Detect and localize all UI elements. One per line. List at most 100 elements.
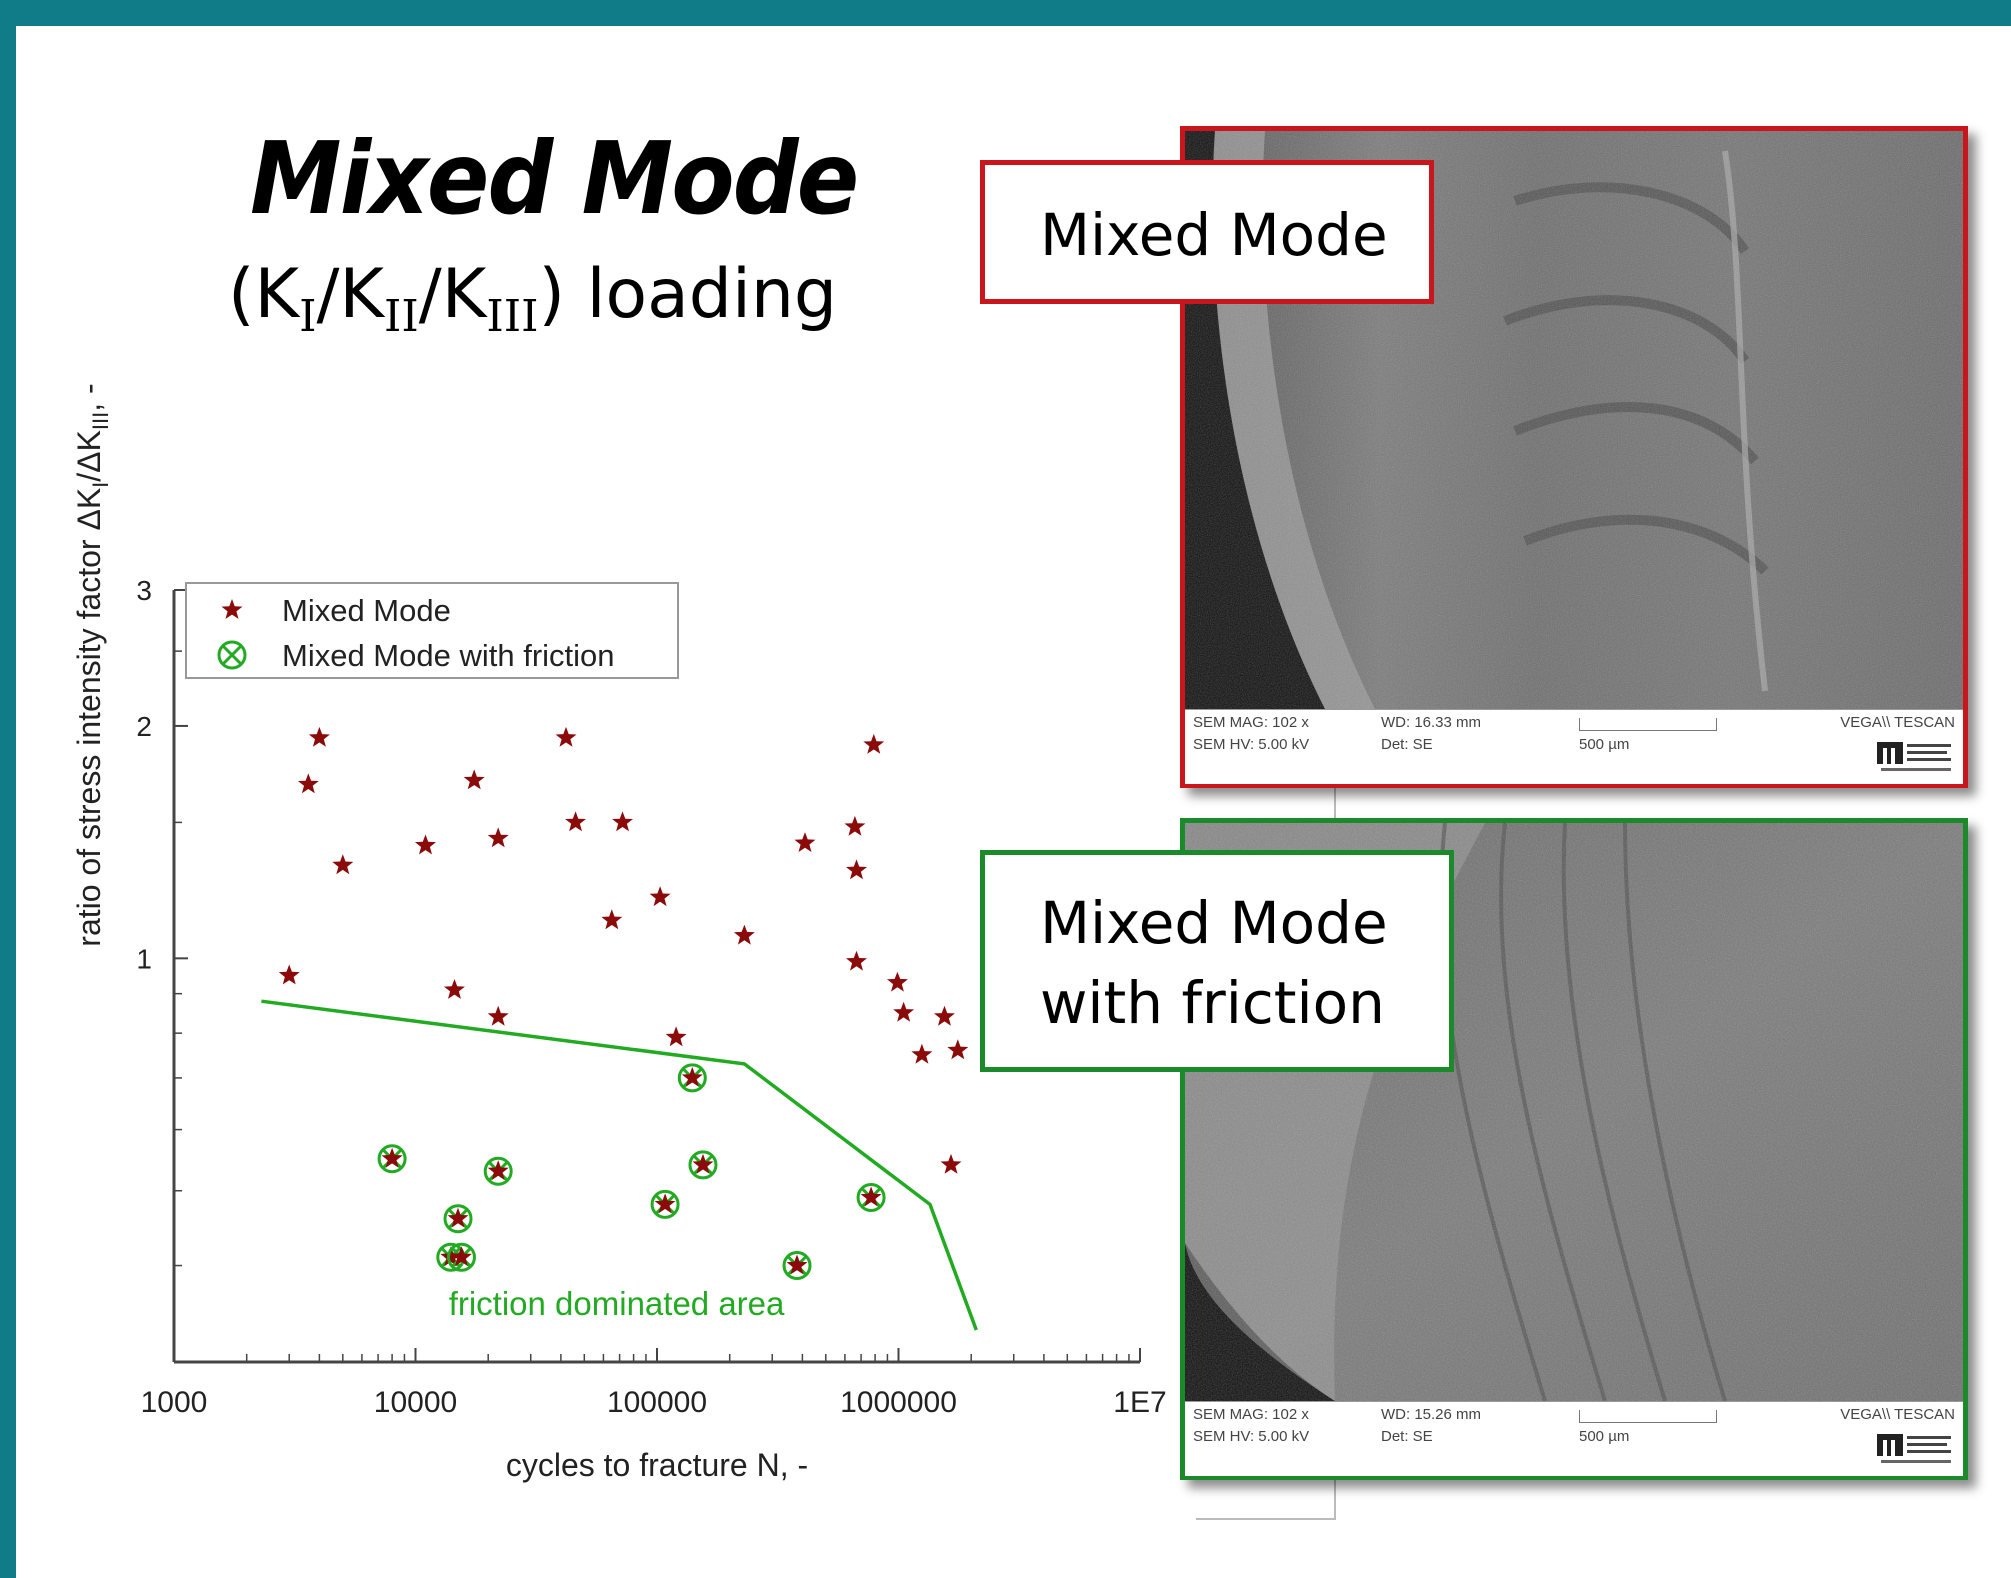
- legend-marker-mixed-mode-friction: [217, 640, 247, 670]
- annotation-friction-area: friction dominated area: [449, 1285, 785, 1322]
- connector-line: [1196, 1518, 1336, 1520]
- mixed-mode-point: [794, 832, 816, 852]
- chart-marks: [278, 726, 969, 1281]
- legend-marker-mixed-mode: [221, 599, 243, 619]
- friction-point-star: [681, 1066, 703, 1087]
- label-mixed-mode-text: Mixed Mode: [1040, 201, 1388, 269]
- mixed-mode-point: [947, 1039, 969, 1060]
- sem-det: Det: SE: [1381, 736, 1433, 753]
- slide-subtitle: (KI/KII/KIII) loading: [228, 255, 837, 342]
- sem-scale-label: 500 µm: [1579, 1428, 1630, 1445]
- x-tick-label: 10000: [374, 1386, 457, 1419]
- mixed-mode-point: [444, 979, 465, 999]
- sem-scale-bar: [1579, 1410, 1717, 1423]
- lab-logo-icon: [1877, 1434, 1951, 1463]
- sem-wd: WD: 15.26 mm: [1381, 1406, 1482, 1423]
- friction-point-star: [447, 1207, 469, 1228]
- connector-line: [1334, 788, 1336, 820]
- mixed-mode-point: [665, 1026, 687, 1047]
- subtitle-sub-i: I: [299, 291, 317, 342]
- friction-point-star: [654, 1193, 676, 1214]
- subtitle-slash-2: /K: [418, 255, 487, 334]
- mixed-mode-point: [555, 726, 577, 747]
- friction-point-star: [487, 1160, 509, 1181]
- mixed-mode-point: [308, 726, 330, 747]
- legend-box: [185, 582, 679, 679]
- legend-star-icon: [221, 599, 243, 619]
- label-mixed-mode-friction: Mixed Mode with friction: [980, 850, 1454, 1072]
- legend-label-mixed-mode: Mixed Mode: [282, 593, 451, 628]
- friction-point-star: [440, 1246, 462, 1267]
- chart-legend: Mixed Mode Mixed Mode with friction: [185, 582, 679, 679]
- slide-title: Mixed Mode: [250, 120, 859, 237]
- mixed-mode-point: [863, 733, 885, 754]
- sem-mag: SEM MAG: 102 x: [1193, 714, 1309, 731]
- y-tick-label: 1: [136, 943, 152, 974]
- legend-circled-x-icon: [217, 640, 247, 670]
- mixed-mode-point: [844, 815, 866, 836]
- lab-logo-icon: [1877, 742, 1951, 771]
- y-axis-label-sub1: I: [88, 482, 113, 488]
- mixed-mode-point: [934, 1005, 955, 1026]
- x-tick-label: 1000: [141, 1386, 208, 1419]
- mixed-mode-point: [278, 964, 300, 985]
- sem-panel-mixed-mode: SEM MAG: 102 x SEM HV: 5.00 kV WD: 16.33…: [1180, 126, 1968, 788]
- mixed-mode-point: [297, 773, 319, 794]
- label-friction-line-2: with friction: [1040, 969, 1385, 1037]
- subtitle-sub-iii: III: [486, 291, 539, 342]
- friction-point-star: [860, 1186, 882, 1207]
- mixed-mode-point: [601, 909, 623, 930]
- mixed-mode-point: [733, 924, 755, 945]
- mixed-mode-point: [612, 811, 633, 832]
- mixed-mode-point: [649, 886, 671, 907]
- mixed-mode-point: [887, 971, 908, 992]
- y-axis-label-end: , -: [71, 383, 107, 411]
- mixed-mode-point: [487, 1005, 509, 1026]
- sem-mag: SEM MAG: 102 x: [1193, 1406, 1309, 1423]
- subtitle-close: ) loading: [538, 255, 838, 334]
- chart-ticks: 1000 10000 100000 1000000 1E7 3 2 1: [136, 575, 1166, 1419]
- sem-det: Det: SE: [1381, 1428, 1433, 1445]
- mixed-mode-point: [911, 1043, 933, 1064]
- label-mixed-mode: Mixed Mode: [980, 160, 1434, 304]
- mixed-mode-point: [487, 827, 509, 848]
- y-axis-label-mid: /ΔK: [71, 430, 107, 482]
- x-tick-label: 1E7: [1113, 1386, 1166, 1419]
- x-tick-label: 100000: [607, 1386, 707, 1419]
- mixed-mode-point: [565, 811, 586, 832]
- sem-wd: WD: 16.33 mm: [1381, 714, 1482, 731]
- sem-scale-label: 500 µm: [1579, 736, 1630, 753]
- sem-hv: SEM HV: 5.00 kV: [1193, 1428, 1310, 1445]
- friction-point-star: [692, 1153, 714, 1174]
- sem-footer-mixed-mode-friction: SEM MAG: 102 x SEM HV: 5.00 kV WD: 15.26…: [1185, 1401, 1963, 1476]
- subtitle-sub-ii: II: [384, 291, 419, 342]
- label-friction-line-1: Mixed Mode: [1040, 889, 1388, 957]
- friction-point-star: [786, 1254, 808, 1275]
- mixed-mode-point: [846, 950, 867, 971]
- y-tick-label: 2: [136, 711, 152, 742]
- y-axis-label-main: ratio of stress intensity factor ΔK: [71, 488, 107, 947]
- y-axis-label: ratio of stress intensity factor ΔKI/ΔKI…: [71, 383, 113, 946]
- y-axis-label-sub2: III: [88, 412, 113, 430]
- legend-label-mixed-mode-friction: Mixed Mode with friction: [282, 638, 615, 673]
- mixed-mode-point: [332, 854, 354, 875]
- threshold-line: [261, 999, 978, 1331]
- mixed-mode-point: [893, 1001, 915, 1022]
- sem-scale-bar: [1579, 718, 1717, 731]
- subtitle-open: (K: [228, 255, 300, 334]
- mixed-mode-point: [415, 834, 436, 855]
- friction-point-star: [451, 1246, 472, 1267]
- y-tick-label: 3: [136, 575, 152, 606]
- sem-hv: SEM HV: 5.00 kV: [1193, 736, 1310, 753]
- x-tick-label: 1000000: [840, 1386, 957, 1419]
- mixed-mode-point: [463, 769, 485, 790]
- x-axis-label: cycles to fracture N, -: [506, 1447, 808, 1483]
- connector-line: [1334, 1480, 1336, 1520]
- sem-vendor: VEGA\\ TESCAN: [1840, 714, 1955, 731]
- mixed-mode-point: [940, 1153, 962, 1174]
- subtitle-slash-1: /K: [316, 255, 385, 334]
- mixed-mode-point: [846, 859, 867, 880]
- sem-footer-mixed-mode: SEM MAG: 102 x SEM HV: 5.00 kV WD: 16.33…: [1185, 709, 1963, 784]
- friction-point-star: [381, 1147, 403, 1168]
